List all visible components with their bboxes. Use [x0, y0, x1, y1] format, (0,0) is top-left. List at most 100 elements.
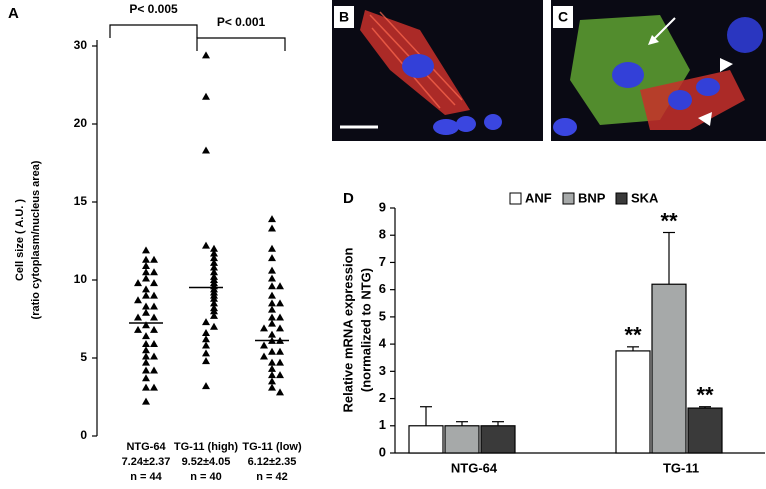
bar: [444, 425, 480, 454]
data-point: [276, 371, 284, 379]
data-point: [268, 371, 276, 379]
data-point: [202, 341, 210, 349]
data-point: [210, 294, 218, 302]
data-point: [142, 285, 150, 293]
bracket: [109, 24, 198, 38]
data-point: [268, 274, 276, 282]
data-point: [276, 299, 284, 307]
data-point: [142, 291, 150, 299]
data-point: [276, 324, 284, 332]
panel-label: B: [339, 9, 349, 25]
panel-label: C: [558, 9, 568, 25]
legend-swatch: [562, 192, 575, 205]
y-tick-label: 4: [379, 336, 387, 351]
y-axis-label: (normalized to NTG): [358, 268, 373, 392]
data-point: [202, 335, 210, 343]
data-point: [268, 291, 276, 299]
data-point: [268, 305, 276, 313]
bracket: [196, 37, 286, 51]
data-point: [142, 352, 150, 360]
data-point: [202, 329, 210, 337]
data-point: [268, 299, 276, 307]
data-point: [142, 366, 150, 374]
data-point: [276, 282, 284, 290]
y-tick-label: 2: [379, 390, 386, 405]
data-point: [210, 263, 218, 271]
panel-label: A: [8, 5, 19, 22]
legend-label: SKA: [631, 190, 659, 205]
data-point: [268, 313, 276, 321]
data-point: [210, 311, 218, 319]
data-point: [142, 321, 150, 329]
significance: **: [624, 323, 642, 348]
data-point: [210, 254, 218, 262]
n-label: n = 40: [190, 471, 222, 483]
data-point: [202, 92, 210, 100]
data-point: [276, 388, 284, 396]
data-point: [150, 255, 158, 263]
data-point: [150, 383, 158, 391]
stat-label: 7.24±2.37: [122, 456, 171, 468]
legend-swatch: [615, 192, 628, 205]
data-point: [210, 299, 218, 307]
data-point: [142, 339, 150, 347]
y-tick-label: 20: [74, 116, 88, 130]
data-point: [268, 282, 276, 290]
y-tick-label: 1: [379, 417, 386, 432]
data-point: [210, 249, 218, 257]
y-tick-label: 6: [379, 281, 386, 296]
data-point: [202, 357, 210, 365]
data-point: [142, 346, 150, 354]
data-point: [134, 296, 142, 304]
x-tick-label: NTG-64: [451, 460, 498, 475]
data-point: [202, 241, 210, 249]
data-point: [134, 313, 142, 321]
data-point: [150, 268, 158, 276]
y-axis-label: Relative mRNA expression: [340, 247, 355, 412]
data-point: [202, 349, 210, 357]
stat-label: 6.12±2.35: [248, 456, 297, 468]
y-tick-label: 5: [80, 350, 87, 364]
data-point: [142, 308, 150, 316]
y-tick-label: 9: [379, 199, 386, 214]
bar: [480, 425, 516, 454]
legend-swatch: [509, 192, 522, 205]
data-point: [142, 302, 150, 310]
data-point: [202, 382, 210, 390]
data-point: [276, 358, 284, 366]
data-point: [142, 261, 150, 269]
data-point: [150, 313, 158, 321]
data-point: [210, 268, 218, 276]
stat-label: 9.52±4.05: [182, 456, 231, 468]
data-point: [142, 268, 150, 276]
y-tick-label: 7: [379, 254, 386, 269]
n-label: n = 44: [130, 471, 162, 483]
data-point: [142, 274, 150, 282]
data-point: [210, 258, 218, 266]
data-point: [276, 313, 284, 321]
panel-label: D: [343, 190, 354, 207]
x-tick-label: TG-11: [663, 460, 699, 475]
p-value: P< 0.001: [217, 15, 266, 29]
data-point: [268, 358, 276, 366]
data-point: [150, 302, 158, 310]
data-point: [268, 244, 276, 252]
data-point: [268, 383, 276, 391]
data-point: [268, 347, 276, 355]
y-tick-label: 15: [74, 194, 88, 208]
data-point: [210, 244, 218, 252]
data-point: [150, 279, 158, 287]
data-point: [150, 291, 158, 299]
data-point: [260, 352, 268, 360]
data-point: [268, 319, 276, 327]
significance: **: [660, 208, 678, 233]
data-point: [150, 339, 158, 347]
data-point: [142, 397, 150, 405]
data-point: [142, 383, 150, 391]
y-tick-label: 30: [74, 38, 88, 52]
data-point: [268, 330, 276, 338]
y-tick-label: 3: [379, 363, 386, 378]
data-point: [260, 341, 268, 349]
data-point: [134, 279, 142, 287]
data-point: [210, 307, 218, 315]
